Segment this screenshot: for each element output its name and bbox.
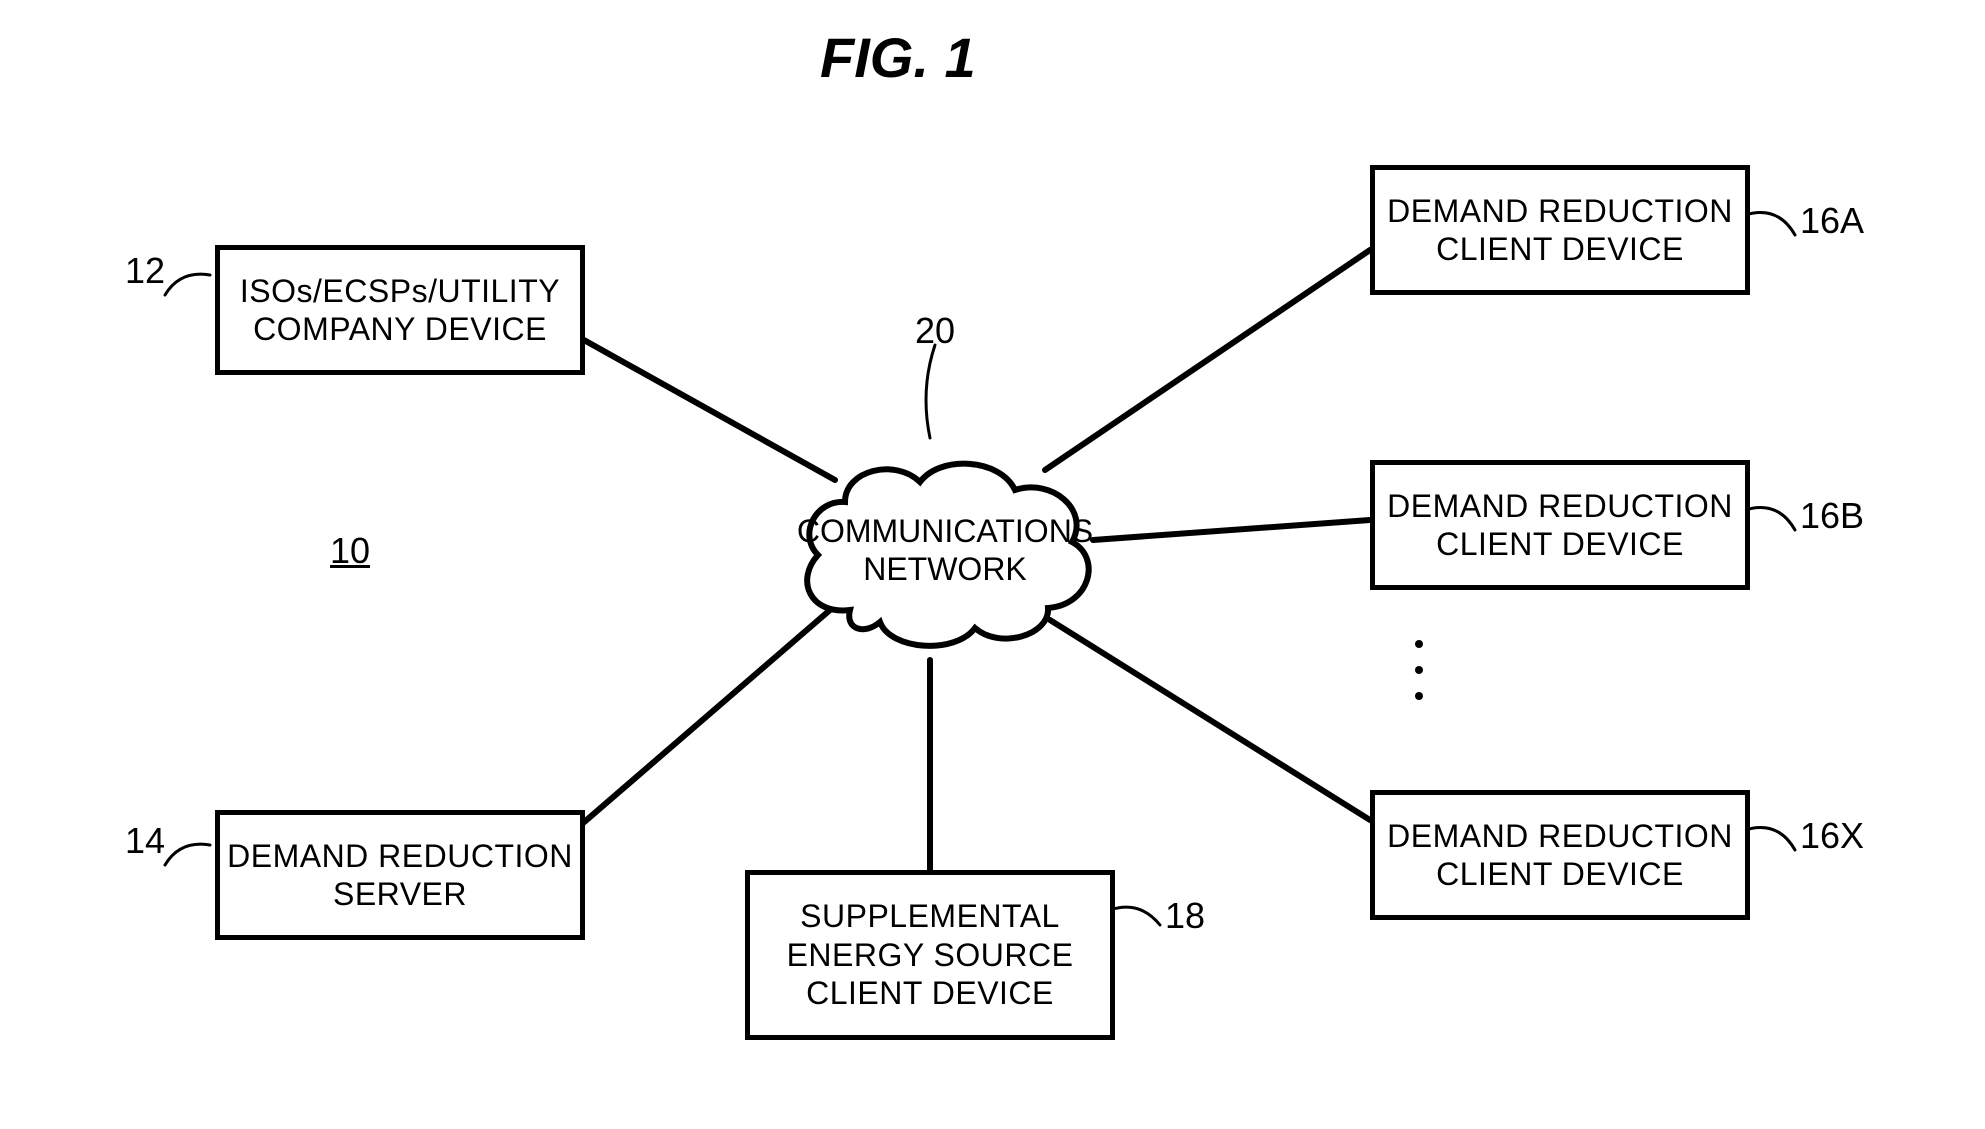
- ref-16a: 16A: [1800, 200, 1864, 242]
- dr-client-x-label: DEMAND REDUCTION CLIENT DEVICE: [1375, 817, 1745, 894]
- supp-energy-label: SUPPLEMENTAL ENERGY SOURCE CLIENT DEVICE: [750, 897, 1110, 1012]
- figure-title: FIG. 1: [820, 25, 976, 90]
- ref-18: 18: [1165, 895, 1205, 937]
- dr-client-b-box: DEMAND REDUCTION CLIENT DEVICE: [1370, 460, 1750, 590]
- ref-16x: 16X: [1800, 815, 1864, 857]
- utility-device-label: ISOs/ECSPs/UTILITY COMPANY DEVICE: [220, 272, 580, 349]
- demand-reduction-server-box: DEMAND REDUCTION SERVER: [215, 810, 585, 940]
- supplemental-energy-box: SUPPLEMENTAL ENERGY SOURCE CLIENT DEVICE: [745, 870, 1115, 1040]
- dr-client-a-label: DEMAND REDUCTION CLIENT DEVICE: [1375, 192, 1745, 269]
- communications-network-cloud: COMMUNICATIONS NETWORK: [790, 440, 1100, 660]
- ref-16b: 16B: [1800, 495, 1864, 537]
- ref-20: 20: [915, 310, 955, 352]
- utility-device-box: ISOs/ECSPs/UTILITY COMPANY DEVICE: [215, 245, 585, 375]
- dr-server-label: DEMAND REDUCTION SERVER: [220, 837, 580, 914]
- dr-client-x-box: DEMAND REDUCTION CLIENT DEVICE: [1370, 790, 1750, 920]
- dr-client-a-box: DEMAND REDUCTION CLIENT DEVICE: [1370, 165, 1750, 295]
- dr-client-b-label: DEMAND REDUCTION CLIENT DEVICE: [1375, 487, 1745, 564]
- ref-10-system: 10: [330, 530, 370, 572]
- ref-14: 14: [125, 820, 165, 862]
- ref-12: 12: [125, 250, 165, 292]
- ellipsis-dots: [1415, 640, 1423, 700]
- diagram-canvas: FIG. 1 COMMUNICATIONS NETWORK ISOs/ECSPs…: [0, 0, 1985, 1129]
- cloud-label: COMMUNICATIONS NETWORK: [790, 512, 1100, 589]
